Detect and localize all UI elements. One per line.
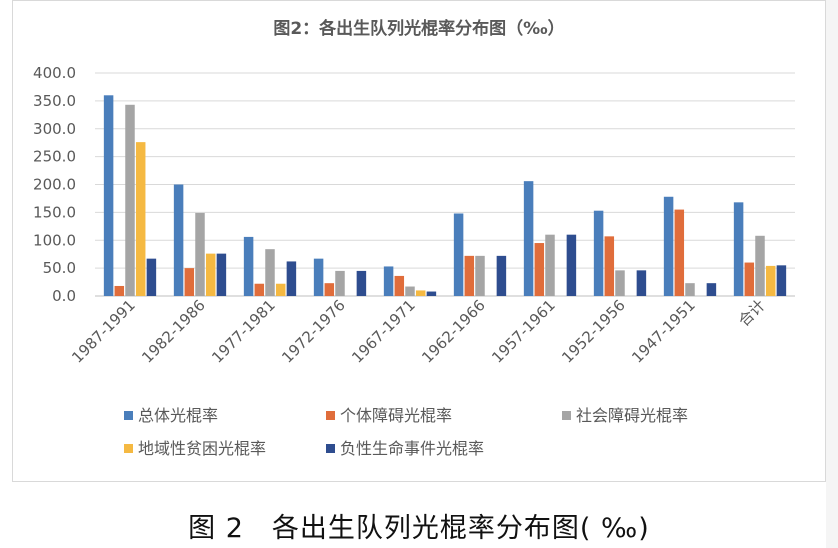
bar xyxy=(254,283,265,296)
bar xyxy=(744,262,755,296)
bar xyxy=(755,235,765,296)
bar xyxy=(216,253,227,296)
legend-swatch xyxy=(124,411,133,420)
bar xyxy=(394,275,405,296)
gridlines xyxy=(95,72,795,297)
bar xyxy=(496,255,507,296)
bar xyxy=(604,236,615,296)
x-tick-label: 1957-1961 xyxy=(488,296,559,367)
bars xyxy=(103,95,787,296)
legend-swatch xyxy=(326,444,335,453)
x-tick-label: 1947-1951 xyxy=(628,296,699,367)
y-tick-label: 150.0 xyxy=(33,203,76,221)
legend-label: 总体光棍率 xyxy=(138,406,218,425)
bar xyxy=(426,291,437,296)
bar xyxy=(205,253,216,296)
bar xyxy=(184,268,195,296)
bar xyxy=(663,196,674,296)
bar xyxy=(674,209,685,296)
bar xyxy=(313,258,324,296)
legend-label: 地域性贫困光棍率 xyxy=(138,439,266,458)
y-tick-label: 350.0 xyxy=(33,92,76,110)
bar xyxy=(195,212,205,296)
bar xyxy=(534,243,545,296)
bar xyxy=(415,290,426,296)
bar xyxy=(135,142,146,296)
bar xyxy=(324,283,335,296)
x-tick-label: 合计 xyxy=(735,296,769,330)
x-tick-label: 1982-1986 xyxy=(138,296,209,367)
bar xyxy=(453,213,464,296)
legend-swatch xyxy=(124,444,133,453)
bar xyxy=(335,270,345,296)
y-tick-label: 100.0 xyxy=(33,231,76,249)
chart-frame xyxy=(12,0,826,482)
legend-swatch xyxy=(562,411,571,420)
bar xyxy=(615,270,625,296)
y-tick-label: 400.0 xyxy=(33,64,76,82)
bar xyxy=(275,283,286,296)
x-tick-label: 1967-1971 xyxy=(348,296,419,367)
bar-chart: 0.0 50.0 100.0 150.0 200.0 250.0 300.0 350.0 400… xyxy=(33,64,795,458)
bar xyxy=(566,234,577,296)
bar xyxy=(776,265,787,296)
bar xyxy=(103,95,114,296)
legend-label: 负性生命事件光棍率 xyxy=(340,439,484,458)
bar xyxy=(523,181,534,296)
bar xyxy=(593,210,604,296)
x-tick-label: 1987-1991 xyxy=(68,296,139,367)
x-tick-label: 1962-1966 xyxy=(418,296,489,367)
bar xyxy=(173,184,184,296)
legend-label: 个体障碍光棍率 xyxy=(340,406,452,425)
figure-caption: 图 2 各出生队列光棍率分布图( ‰) xyxy=(188,513,650,544)
bar xyxy=(636,270,647,296)
bar xyxy=(405,286,415,296)
y-tick-label: 50.0 xyxy=(43,259,76,277)
y-axis-ticks: 0.0 50.0 100.0 150.0 200.0 250.0 300.0 350.0 400… xyxy=(33,64,76,305)
y-tick-label: 300.0 xyxy=(33,120,76,138)
x-tick-label: 1977-1981 xyxy=(208,296,279,367)
bar xyxy=(383,266,394,296)
bar xyxy=(265,249,275,296)
bar xyxy=(125,104,135,296)
bar xyxy=(706,283,717,296)
bar xyxy=(243,236,254,296)
x-tick-label: 1972-1976 xyxy=(278,296,349,367)
x-tick-label: 1952-1956 xyxy=(558,296,629,367)
bar xyxy=(286,261,297,296)
bar xyxy=(146,258,157,296)
bar xyxy=(685,283,695,296)
page-edge xyxy=(826,0,838,548)
legend-swatch xyxy=(326,411,335,420)
bar xyxy=(545,234,555,296)
y-tick-label: 200.0 xyxy=(33,176,76,194)
y-tick-label: 250.0 xyxy=(33,148,76,166)
bar xyxy=(475,255,485,296)
x-axis-ticks: 1987-1991 1982-1986 1977-1981 1972-1976 1967… xyxy=(68,296,769,367)
bar xyxy=(356,270,367,296)
bar xyxy=(464,255,475,296)
bar xyxy=(114,285,125,296)
y-tick-label: 0.0 xyxy=(52,287,76,305)
bar xyxy=(733,202,744,296)
bar xyxy=(765,265,776,296)
legend-label: 社会障碍光棍率 xyxy=(576,406,688,425)
chart-title: 图2：各出生队列光棍率分布图（‰） xyxy=(273,19,565,39)
